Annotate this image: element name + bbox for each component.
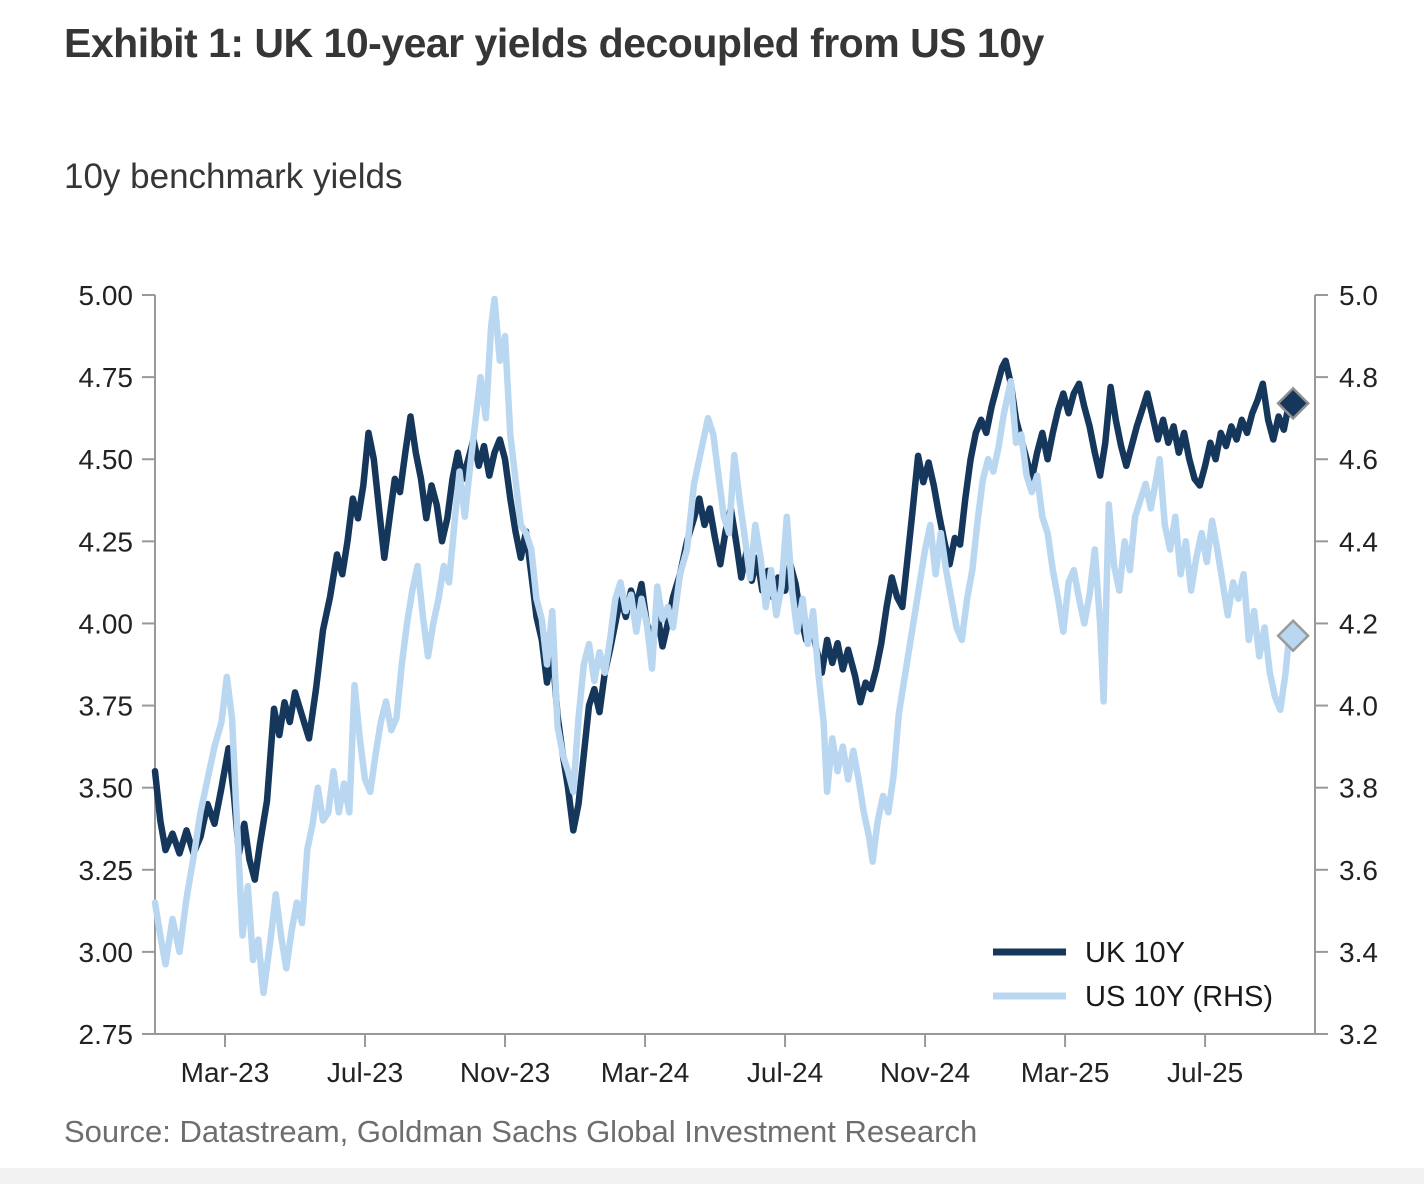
right-axis-tick-label: 4.0 (1339, 691, 1378, 722)
us-10y-line (151, 295, 1293, 997)
page-title: Exhibit 1: UK 10-year yields decoupled f… (64, 20, 1044, 66)
left-axis-tick-label: 3.25 (79, 855, 134, 886)
x-axis-tick-label: Nov-24 (880, 1057, 970, 1088)
right-axis-tick-label: 3.4 (1339, 937, 1378, 968)
source-note: Source: Datastream, Goldman Sachs Global… (64, 1114, 978, 1149)
right-axis-tick-label: 4.6 (1339, 444, 1378, 475)
uk-10y-end-marker (1276, 386, 1310, 421)
left-axis-tick-label: 5.00 (79, 280, 134, 311)
page-section-divider (0, 1168, 1424, 1184)
x-axis-tick-label: Mar-25 (1021, 1057, 1110, 1088)
left-axis-tick-label: 4.00 (79, 608, 134, 639)
chart-legend: UK 10Y US 10Y (RHS) (993, 937, 1273, 1013)
right-axis-tick-label: 5.0 (1339, 280, 1378, 311)
x-axis-tick-label: Jul-25 (1167, 1057, 1243, 1088)
left-axis-tick-label: 3.75 (79, 691, 134, 722)
left-axis-tick-label: 4.25 (79, 526, 134, 557)
left-axis-tick-label: 4.75 (79, 362, 134, 393)
left-axis-tick-label: 3.50 (79, 773, 134, 804)
x-axis-tick-label: Jul-23 (327, 1057, 403, 1088)
right-axis-tick-label: 4.2 (1339, 608, 1378, 639)
us-10y-end-marker (1276, 618, 1310, 653)
left-axis-tick-label: 2.75 (79, 1019, 134, 1050)
right-axis-tick-label: 4.8 (1339, 362, 1378, 393)
right-axis-tick-label: 3.2 (1339, 1019, 1378, 1050)
x-axis-tick-label: Mar-24 (601, 1057, 690, 1088)
left-axis-tick-label: 4.50 (79, 444, 134, 475)
chart-subtitle: 10y benchmark yields (64, 157, 403, 196)
x-axis-tick-label: Mar-23 (181, 1057, 270, 1088)
x-axis-tick-label: Jul-24 (747, 1057, 823, 1088)
uk-10y-legend-label: UK 10Y (1085, 937, 1185, 969)
right-axis-tick-label: 4.4 (1339, 526, 1378, 557)
right-axis-tick-label: 3.6 (1339, 855, 1378, 886)
right-axis-tick-label: 3.8 (1339, 773, 1378, 804)
axis-frame (154, 295, 1316, 1035)
x-axis-tick-label: Nov-23 (460, 1057, 550, 1088)
left-axis-tick-label: 3.00 (79, 937, 134, 968)
uk-10y-line (151, 357, 1293, 883)
us-10y-legend-label: US 10Y (RHS) (1085, 981, 1273, 1013)
